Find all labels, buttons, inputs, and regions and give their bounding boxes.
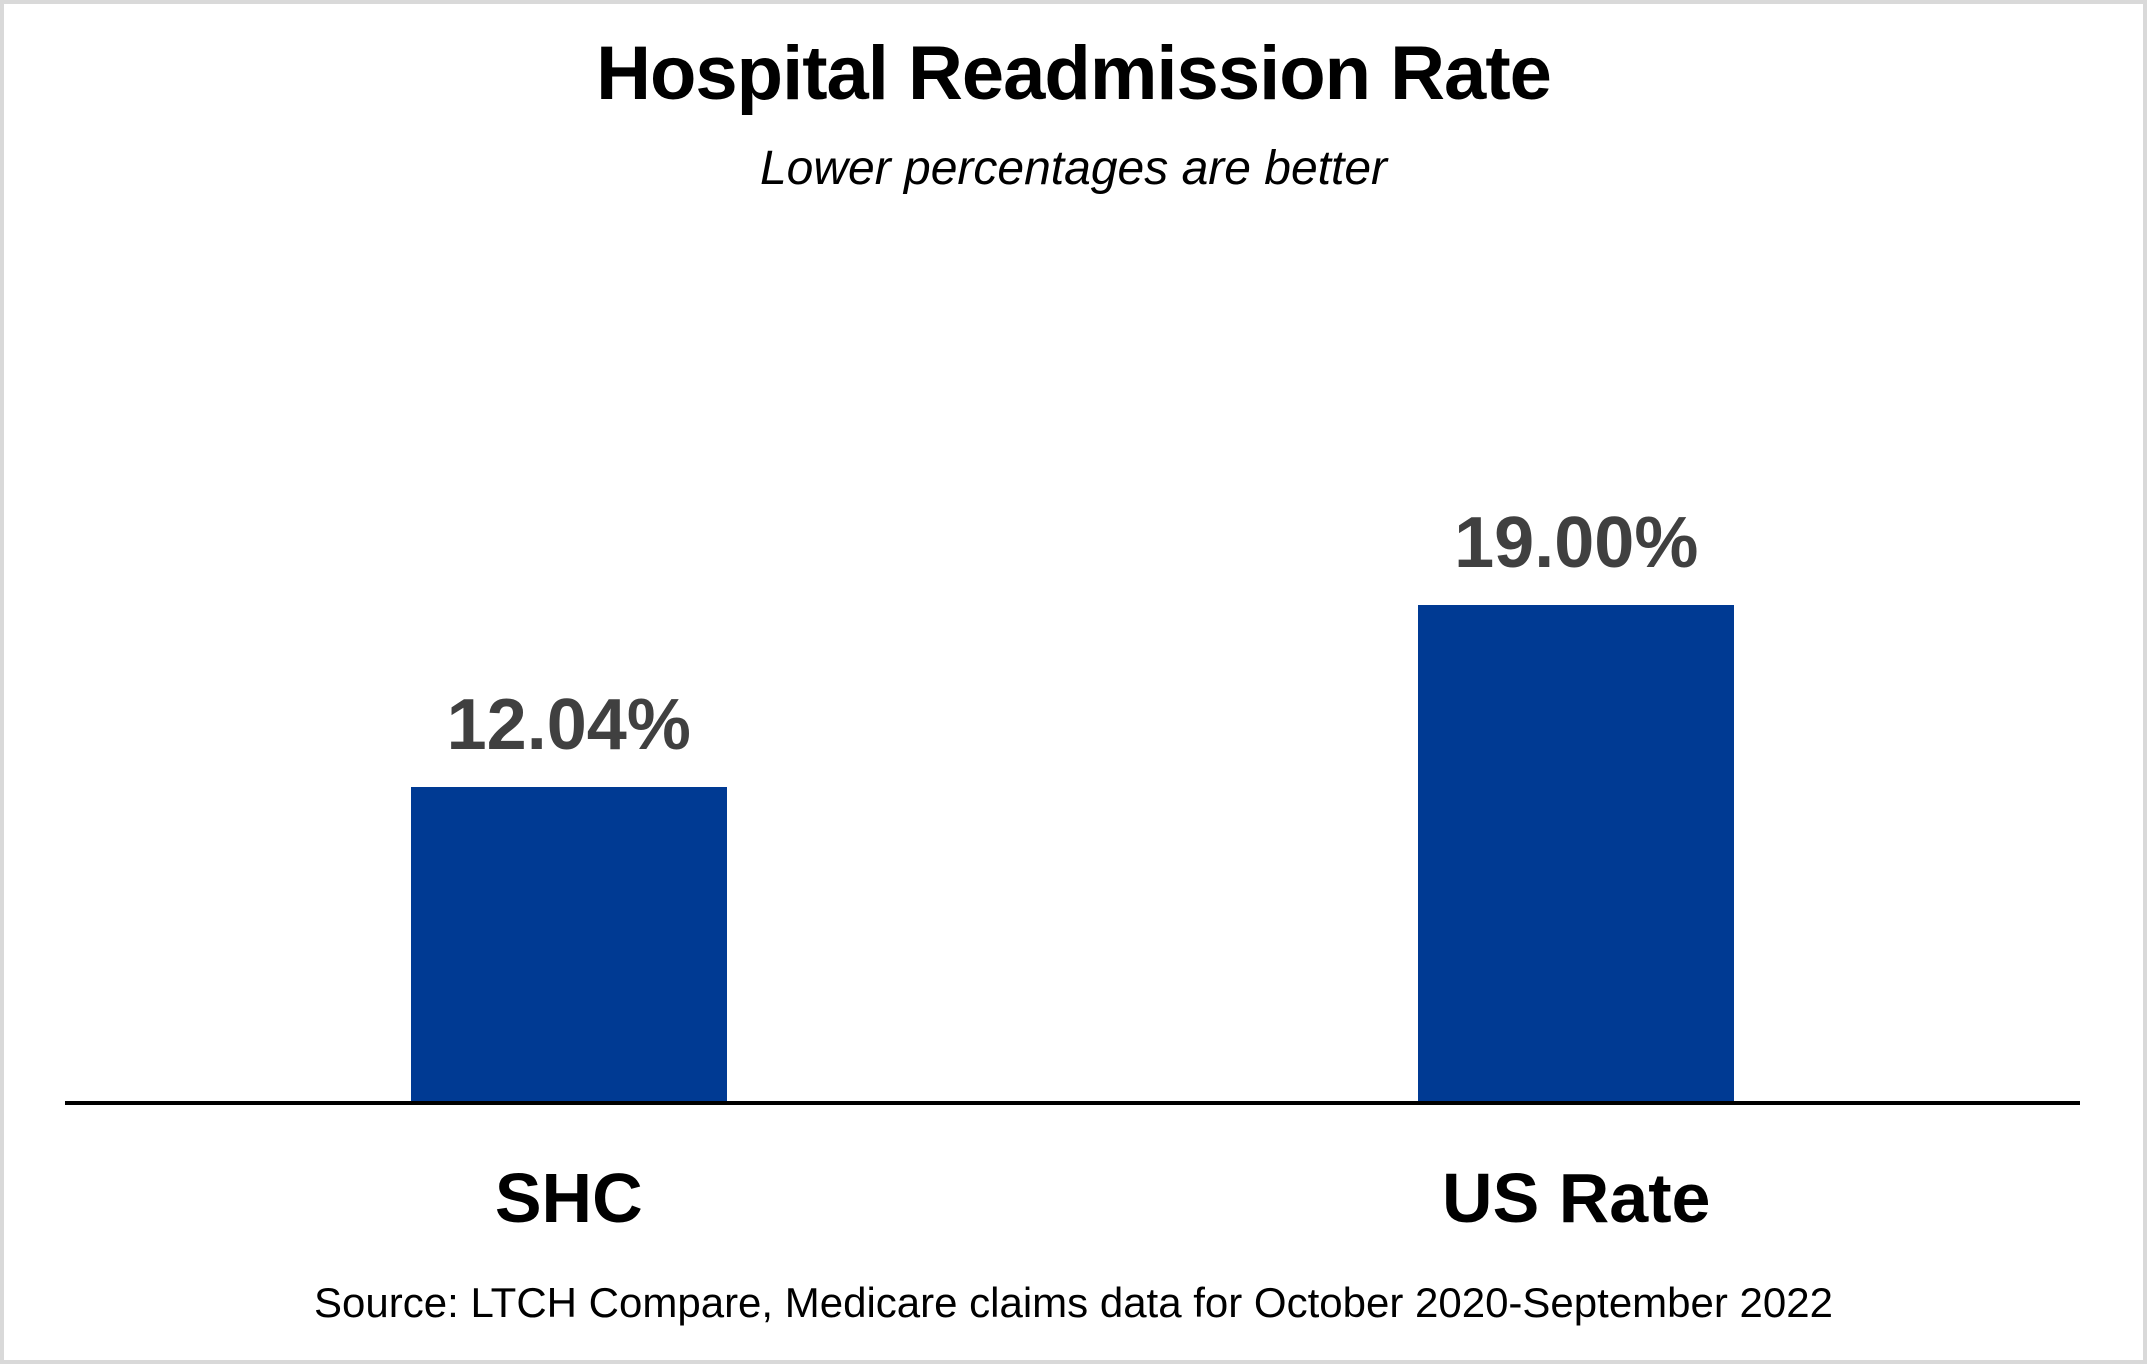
bar-group-us-rate: 19.00% (1073, 507, 2081, 1101)
value-label-us-rate: 19.00% (1454, 503, 1699, 583)
source-note: Source: LTCH Compare, Medicare claims da… (314, 1279, 1833, 1326)
chart-title: Hospital Readmission Rate (596, 31, 1552, 116)
category-label-us-rate: US Rate (1442, 1159, 1711, 1237)
bar-shc (410, 787, 727, 1101)
bar-us-rate (1418, 605, 1735, 1101)
category-label-shc: SHC (494, 1159, 643, 1237)
bar-group-shc: 12.04% (65, 689, 1073, 1101)
category-axis: SHC US Rate (65, 1158, 2080, 1239)
plot-area: 12.04% 19.00% (65, 380, 2080, 1101)
chart-subtitle: Lower percentages are better (759, 142, 1388, 195)
x-axis-line (65, 1101, 2080, 1105)
value-label-shc: 12.04% (446, 685, 691, 765)
